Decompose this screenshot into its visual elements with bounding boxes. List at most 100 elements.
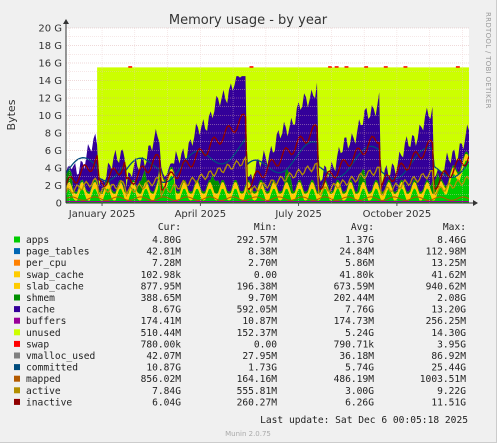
legend-avg-value: 174.73M xyxy=(334,316,375,327)
legend-swatch-active xyxy=(14,387,20,394)
legend-cur-value: 8.67G xyxy=(152,305,181,316)
legend-avg-value: 1.37G xyxy=(345,235,374,246)
legend-max-value: 940.62M xyxy=(426,281,467,292)
legend-avg-value: 5.24G xyxy=(345,328,374,339)
legend-min-value: 152.37M xyxy=(237,328,278,339)
legend-header-avg: Avg: xyxy=(351,222,374,233)
legend-avg-value: 486.19M xyxy=(334,374,375,385)
y-tick-label: 16 G xyxy=(38,59,62,70)
legend-max-value: 13.25M xyxy=(431,258,466,269)
y-tick-label: 8 G xyxy=(45,129,62,140)
axes xyxy=(63,19,478,206)
legend-cur-value: 388.65M xyxy=(141,293,182,304)
legend-min-value: 27.95M xyxy=(242,351,277,362)
legend-name-unused: unused xyxy=(26,328,61,339)
legend-max-value: 2.08G xyxy=(437,293,466,304)
apps-area xyxy=(66,160,469,203)
line-series xyxy=(66,66,469,202)
legend-avg-value: 673.59M xyxy=(334,281,375,292)
y-tick-label: 12 G xyxy=(38,94,62,105)
legend-max-value: 1003.51M xyxy=(420,374,466,385)
legend-header-max: Max: xyxy=(443,222,466,233)
legend-min-value: 9.70M xyxy=(248,293,277,304)
legend-name-swap: swap xyxy=(26,339,49,350)
legend-cur-value: 856.02M xyxy=(141,374,182,385)
legend-min-value: 1.73G xyxy=(248,363,277,374)
legend-swatch-shmem xyxy=(14,294,20,301)
y-axis-label: Bytes xyxy=(5,99,18,130)
side-watermark: RRDTOOL / TOBI OETIKER xyxy=(484,12,492,109)
legend-avg-value: 790.71k xyxy=(334,339,375,350)
legend-min-value: 164.16M xyxy=(237,374,278,385)
y-tick-label: 6 G xyxy=(45,146,62,157)
legend-name-committed: committed xyxy=(26,363,78,374)
legend-min-value: 10.87M xyxy=(242,316,277,327)
legend-name-buffers: buffers xyxy=(26,316,66,327)
legend-cur-value: 7.84G xyxy=(152,386,181,397)
legend-swatch-vmalloc-used xyxy=(14,352,20,359)
y-axis-arrow xyxy=(63,19,69,24)
y-tick-label: 10 G xyxy=(38,111,62,122)
legend-cur-value: 174.41M xyxy=(141,316,182,327)
legend-name-per-cpu: per_cpu xyxy=(26,258,66,269)
legend-min-value: 0.00 xyxy=(254,339,277,350)
y-tick-label: 0 xyxy=(56,199,62,210)
y-tick-label: 18 G xyxy=(38,41,62,52)
legend-max-value: 14.30G xyxy=(431,328,466,339)
legend-min-value: 8.38M xyxy=(248,247,277,258)
legend-min-value: 196.38M xyxy=(237,281,278,292)
legend-name-inactive: inactive xyxy=(26,397,72,408)
legend-swatch-page-tables xyxy=(14,248,20,255)
x-tick-label: January 2025 xyxy=(68,209,136,220)
legend-min-value: 592.05M xyxy=(237,305,278,316)
legend-cur-value: 780.00k xyxy=(141,339,182,350)
munin-version: Munin 2.0.75 xyxy=(225,430,271,438)
chart-title: Memory usage - by year xyxy=(169,13,328,28)
x-axis-ticks: January 2025 April 2025 July 2025 October 2… xyxy=(68,203,431,220)
legend-min-value: 0.00 xyxy=(254,270,277,281)
legend-name-vmalloc-used: vmalloc_used xyxy=(26,351,95,362)
legend-cur-value: 877.95M xyxy=(141,281,182,292)
y-tick-label: 4 G xyxy=(45,164,62,175)
legend-swatch-swap xyxy=(14,340,20,347)
legend-swatch-swap-cache xyxy=(14,271,20,278)
legend-name-active: active xyxy=(26,386,61,397)
active-line xyxy=(66,155,469,199)
legend-avg-value: 5.74G xyxy=(345,363,374,374)
legend-max-value: 13.20G xyxy=(431,305,466,316)
legend-min-value: 260.27M xyxy=(237,397,278,408)
legend-cur-value: 102.98k xyxy=(141,270,182,281)
y-axis-ticks: 0 2 G 4 G 6 G 8 G 10 G 12 G 14 G 16 G 18 G 20 G xyxy=(38,24,62,210)
legend-name-apps: apps xyxy=(26,235,49,246)
cache-area xyxy=(66,76,469,192)
legend-avg-value: 6.26G xyxy=(345,397,374,408)
legend-swatch-cache xyxy=(14,306,20,313)
legend-name-cache: cache xyxy=(26,305,55,316)
legend-max-value: 256.25M xyxy=(426,316,467,327)
last-update-text: Last update: Sat Dec 6 00:05:18 2025 xyxy=(260,415,468,426)
x-tick-label: October 2025 xyxy=(363,209,432,220)
legend-max-value: 25.44G xyxy=(431,363,466,374)
legend-name-slab-cache: slab_cache xyxy=(26,281,84,292)
legend-swatch-per-cpu xyxy=(14,259,20,266)
legend-avg-value: 3.00G xyxy=(345,386,374,397)
legend-min-value: 2.70M xyxy=(248,258,277,269)
inactive-line xyxy=(66,113,469,191)
legend-swatch-apps xyxy=(14,236,20,243)
legend-table: Cur: Min: Avg: Max: apps 4.80G 292.57M 1.37G 8.4… xyxy=(14,222,466,408)
mapped-line xyxy=(66,196,469,201)
legend-min-value: 555.81M xyxy=(237,386,278,397)
legend-avg-value: 7.76G xyxy=(345,305,374,316)
legend-avg-value: 202.44M xyxy=(334,293,375,304)
y-tick-label: 20 G xyxy=(38,24,62,35)
legend-header-cur: Cur: xyxy=(158,222,181,233)
legend-swatch-slab-cache xyxy=(14,282,20,289)
legend-name-mapped: mapped xyxy=(26,374,61,385)
legend-cur-value: 6.04G xyxy=(152,397,181,408)
legend-cur-value: 42.81M xyxy=(146,247,181,258)
legend-swatch-unused xyxy=(14,329,20,336)
stacked-areas xyxy=(66,67,469,203)
legend-swatch-inactive xyxy=(14,398,20,405)
legend-max-value: 112.98M xyxy=(426,247,467,258)
